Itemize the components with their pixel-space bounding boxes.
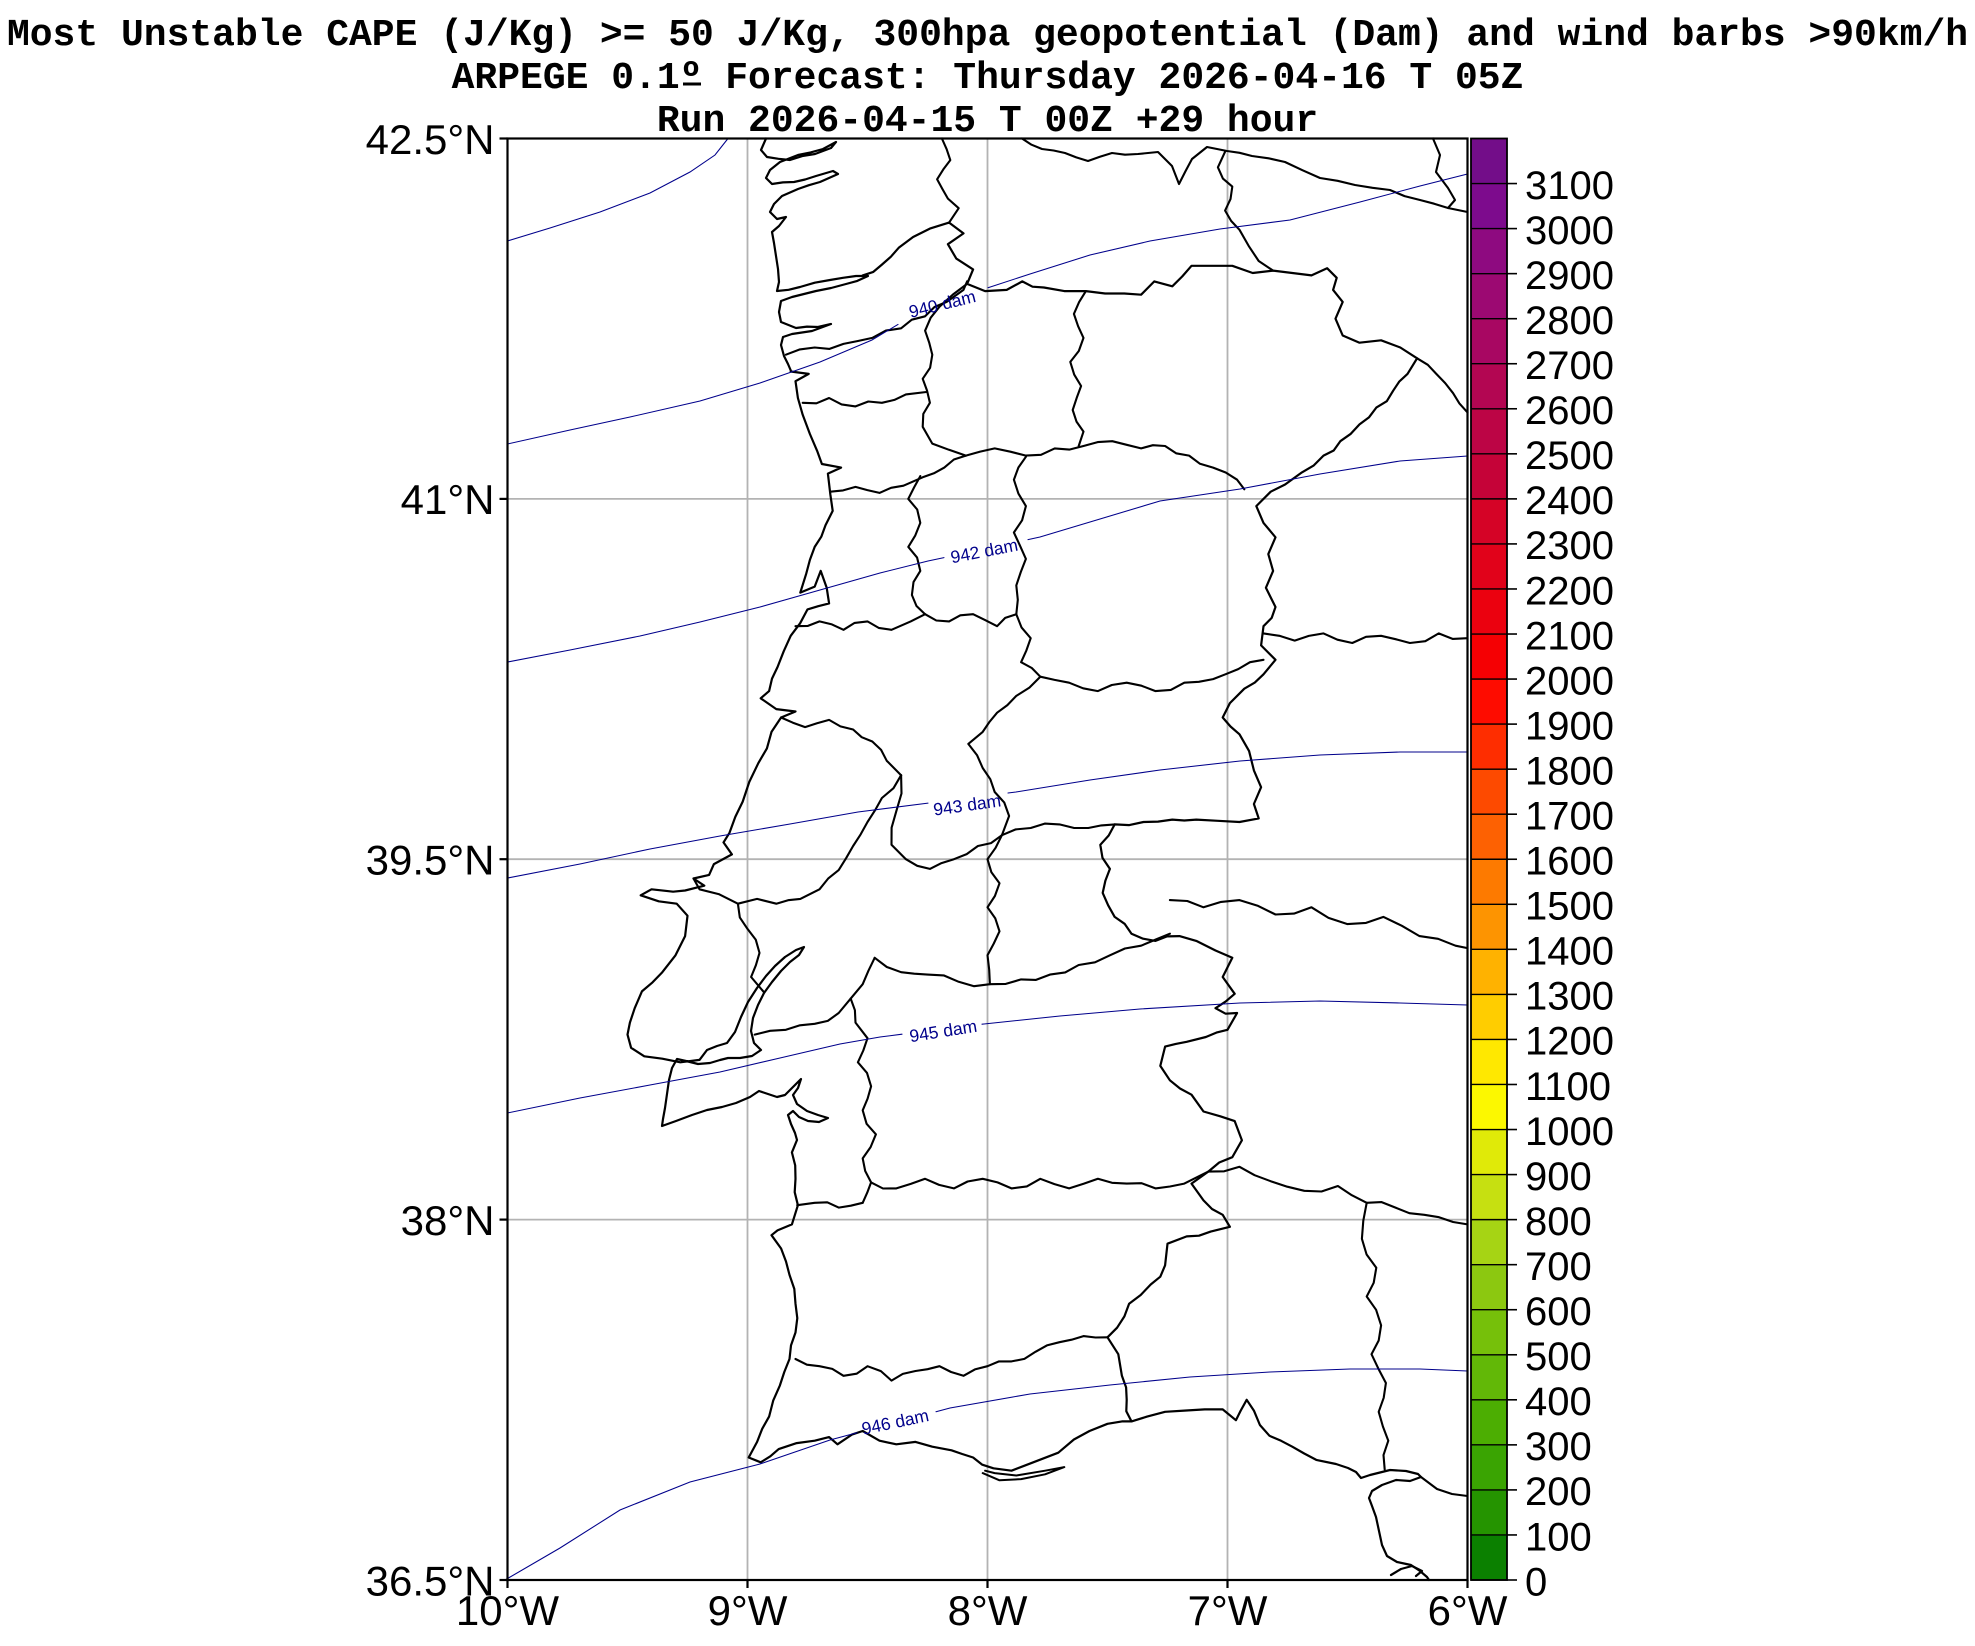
svg-text:2900: 2900 bbox=[1525, 254, 1614, 298]
svg-text:2100: 2100 bbox=[1525, 614, 1614, 658]
svg-text:100: 100 bbox=[1525, 1515, 1592, 1559]
svg-text:1600: 1600 bbox=[1525, 840, 1614, 884]
svg-text:6°W: 6°W bbox=[1428, 1587, 1508, 1634]
svg-text:200: 200 bbox=[1525, 1470, 1592, 1514]
svg-text:700: 700 bbox=[1525, 1245, 1592, 1289]
svg-text:38°N: 38°N bbox=[401, 1197, 495, 1244]
svg-text:300: 300 bbox=[1525, 1425, 1592, 1469]
svg-text:1500: 1500 bbox=[1525, 885, 1614, 929]
svg-text:8°W: 8°W bbox=[948, 1587, 1028, 1634]
svg-text:1700: 1700 bbox=[1525, 795, 1614, 839]
svg-text:500: 500 bbox=[1525, 1335, 1592, 1379]
svg-text:900: 900 bbox=[1525, 1155, 1592, 1199]
svg-text:Most Unstable CAPE (J/Kg) >= 5: Most Unstable CAPE (J/Kg) >= 50 J/Kg, 30… bbox=[7, 14, 1968, 57]
svg-text:36.5°N: 36.5°N bbox=[366, 1557, 495, 1604]
svg-text:1300: 1300 bbox=[1525, 975, 1614, 1019]
svg-text:9°W: 9°W bbox=[708, 1587, 788, 1634]
svg-text:7°W: 7°W bbox=[1188, 1587, 1268, 1634]
svg-text:2400: 2400 bbox=[1525, 479, 1614, 523]
svg-text:1900: 1900 bbox=[1525, 704, 1614, 748]
svg-text:39.5°N: 39.5°N bbox=[366, 837, 495, 884]
svg-text:2000: 2000 bbox=[1525, 659, 1614, 703]
svg-text:3000: 3000 bbox=[1525, 209, 1614, 253]
svg-text:1000: 1000 bbox=[1525, 1110, 1614, 1154]
svg-text:42.5°N: 42.5°N bbox=[366, 116, 495, 163]
svg-text:2600: 2600 bbox=[1525, 389, 1614, 433]
svg-text:3100: 3100 bbox=[1525, 164, 1614, 208]
svg-text:1100: 1100 bbox=[1525, 1065, 1611, 1109]
svg-text:1400: 1400 bbox=[1525, 930, 1614, 974]
svg-text:800: 800 bbox=[1525, 1200, 1592, 1244]
svg-text:10°W: 10°W bbox=[456, 1587, 560, 1634]
svg-text:Run 2026-04-15 T 00Z +29 hour: Run 2026-04-15 T 00Z +29 hour bbox=[657, 100, 1318, 143]
svg-text:41°N: 41°N bbox=[401, 476, 495, 523]
svg-text:1800: 1800 bbox=[1525, 749, 1614, 793]
svg-text:ARPEGE 0.1º Forecast: Thursday: ARPEGE 0.1º Forecast: Thursday 2026-04-1… bbox=[452, 57, 1524, 100]
svg-text:1200: 1200 bbox=[1525, 1020, 1614, 1064]
svg-text:2200: 2200 bbox=[1525, 569, 1614, 613]
svg-text:400: 400 bbox=[1525, 1380, 1592, 1424]
svg-text:0: 0 bbox=[1525, 1560, 1547, 1604]
svg-text:2500: 2500 bbox=[1525, 434, 1614, 478]
svg-text:600: 600 bbox=[1525, 1290, 1592, 1334]
svg-text:2700: 2700 bbox=[1525, 344, 1614, 388]
svg-text:2800: 2800 bbox=[1525, 299, 1614, 343]
svg-text:2300: 2300 bbox=[1525, 524, 1614, 568]
